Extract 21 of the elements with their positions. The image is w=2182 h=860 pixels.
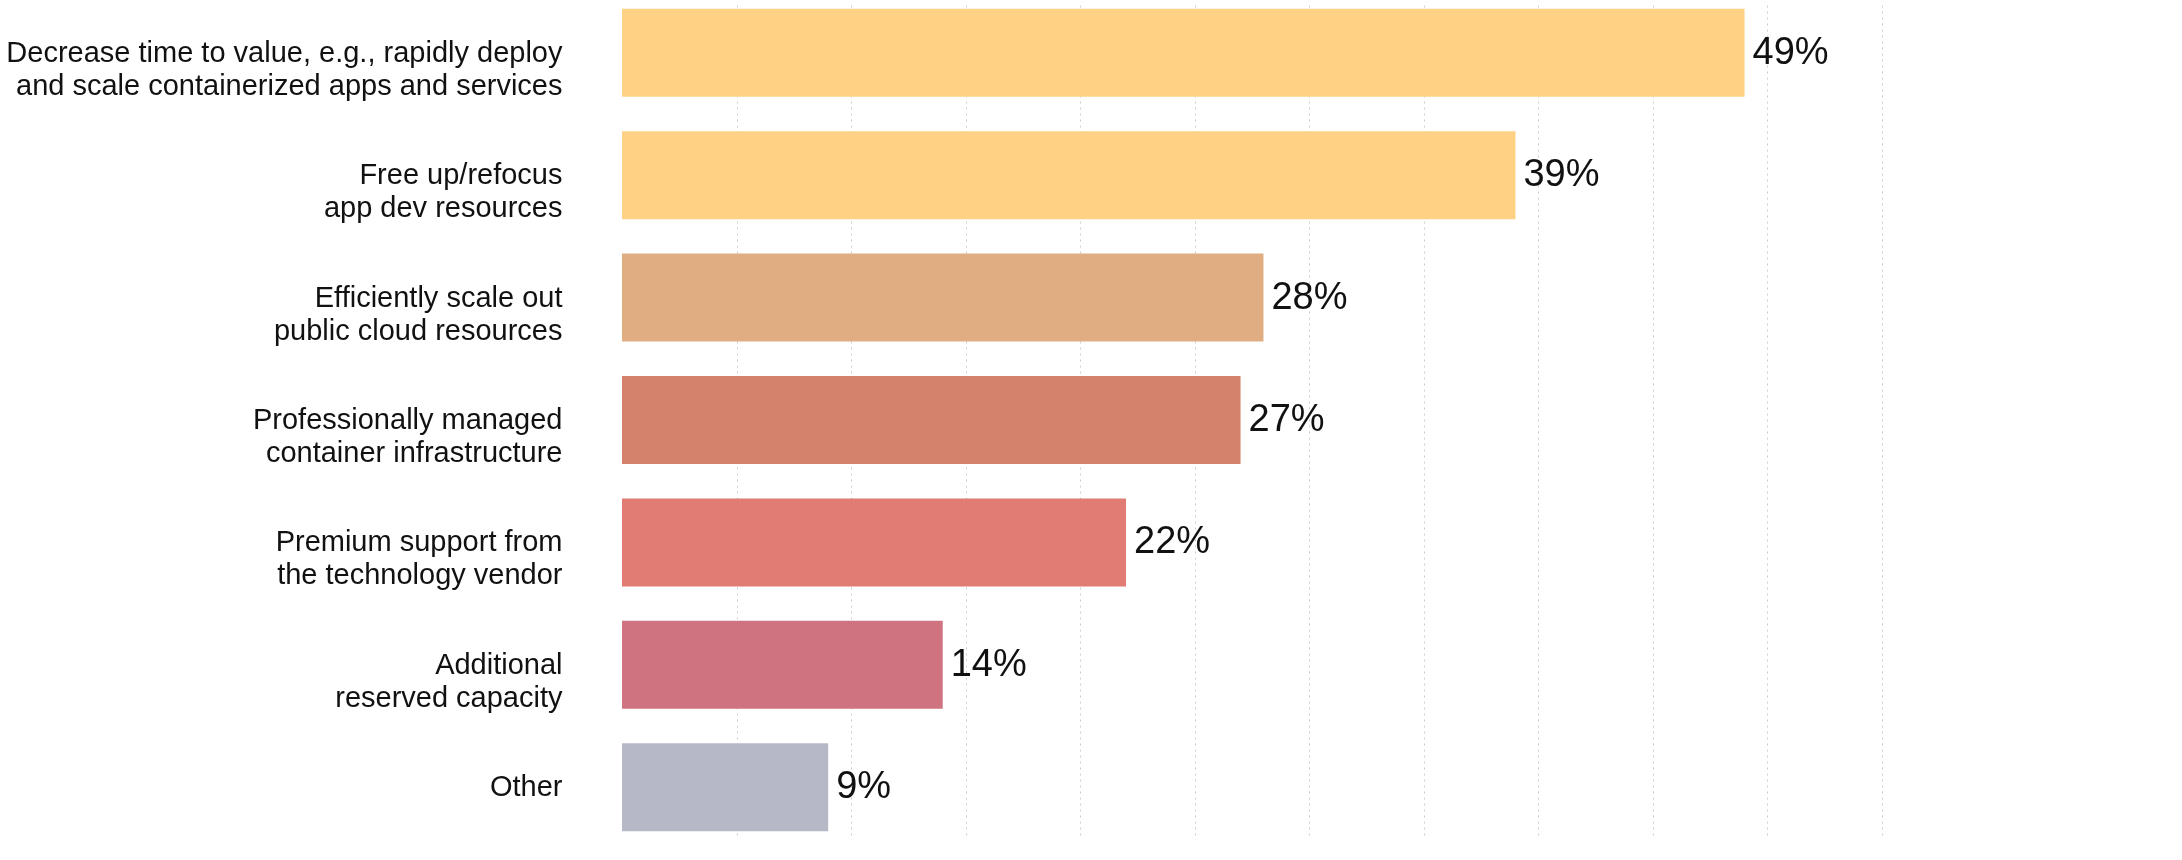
data-label: 27% [1248, 397, 1325, 439]
y-tick-label: Additional reserved capacity [335, 647, 563, 713]
y-tick-label: Efficiently scale out public cloud resources [273, 280, 563, 346]
bar [622, 498, 1126, 587]
bar [622, 131, 1516, 220]
data-label: 28% [1271, 274, 1348, 317]
data-label: 22% [1134, 519, 1211, 562]
data-label: 39% [1523, 152, 1600, 195]
y-tick-label: Free up/refocus app dev resources [323, 158, 563, 224]
bar [622, 620, 943, 709]
bar [622, 743, 829, 832]
bar [622, 253, 1264, 342]
bar [622, 376, 1241, 464]
data-label: 14% [950, 641, 1027, 684]
bar [622, 8, 1745, 97]
y-tick-label: Other [489, 770, 563, 803]
y-tick-label: Premium support from the technology vendor [275, 525, 563, 591]
data-label: 9% [836, 764, 892, 807]
y-tick-label: Professionally managed container infrastructure [252, 403, 563, 468]
y-tick-label: Decrease time to value, e.g., rapidly deploy and scale containerized apps and services [6, 35, 563, 101]
data-label: 49% [1752, 29, 1829, 72]
